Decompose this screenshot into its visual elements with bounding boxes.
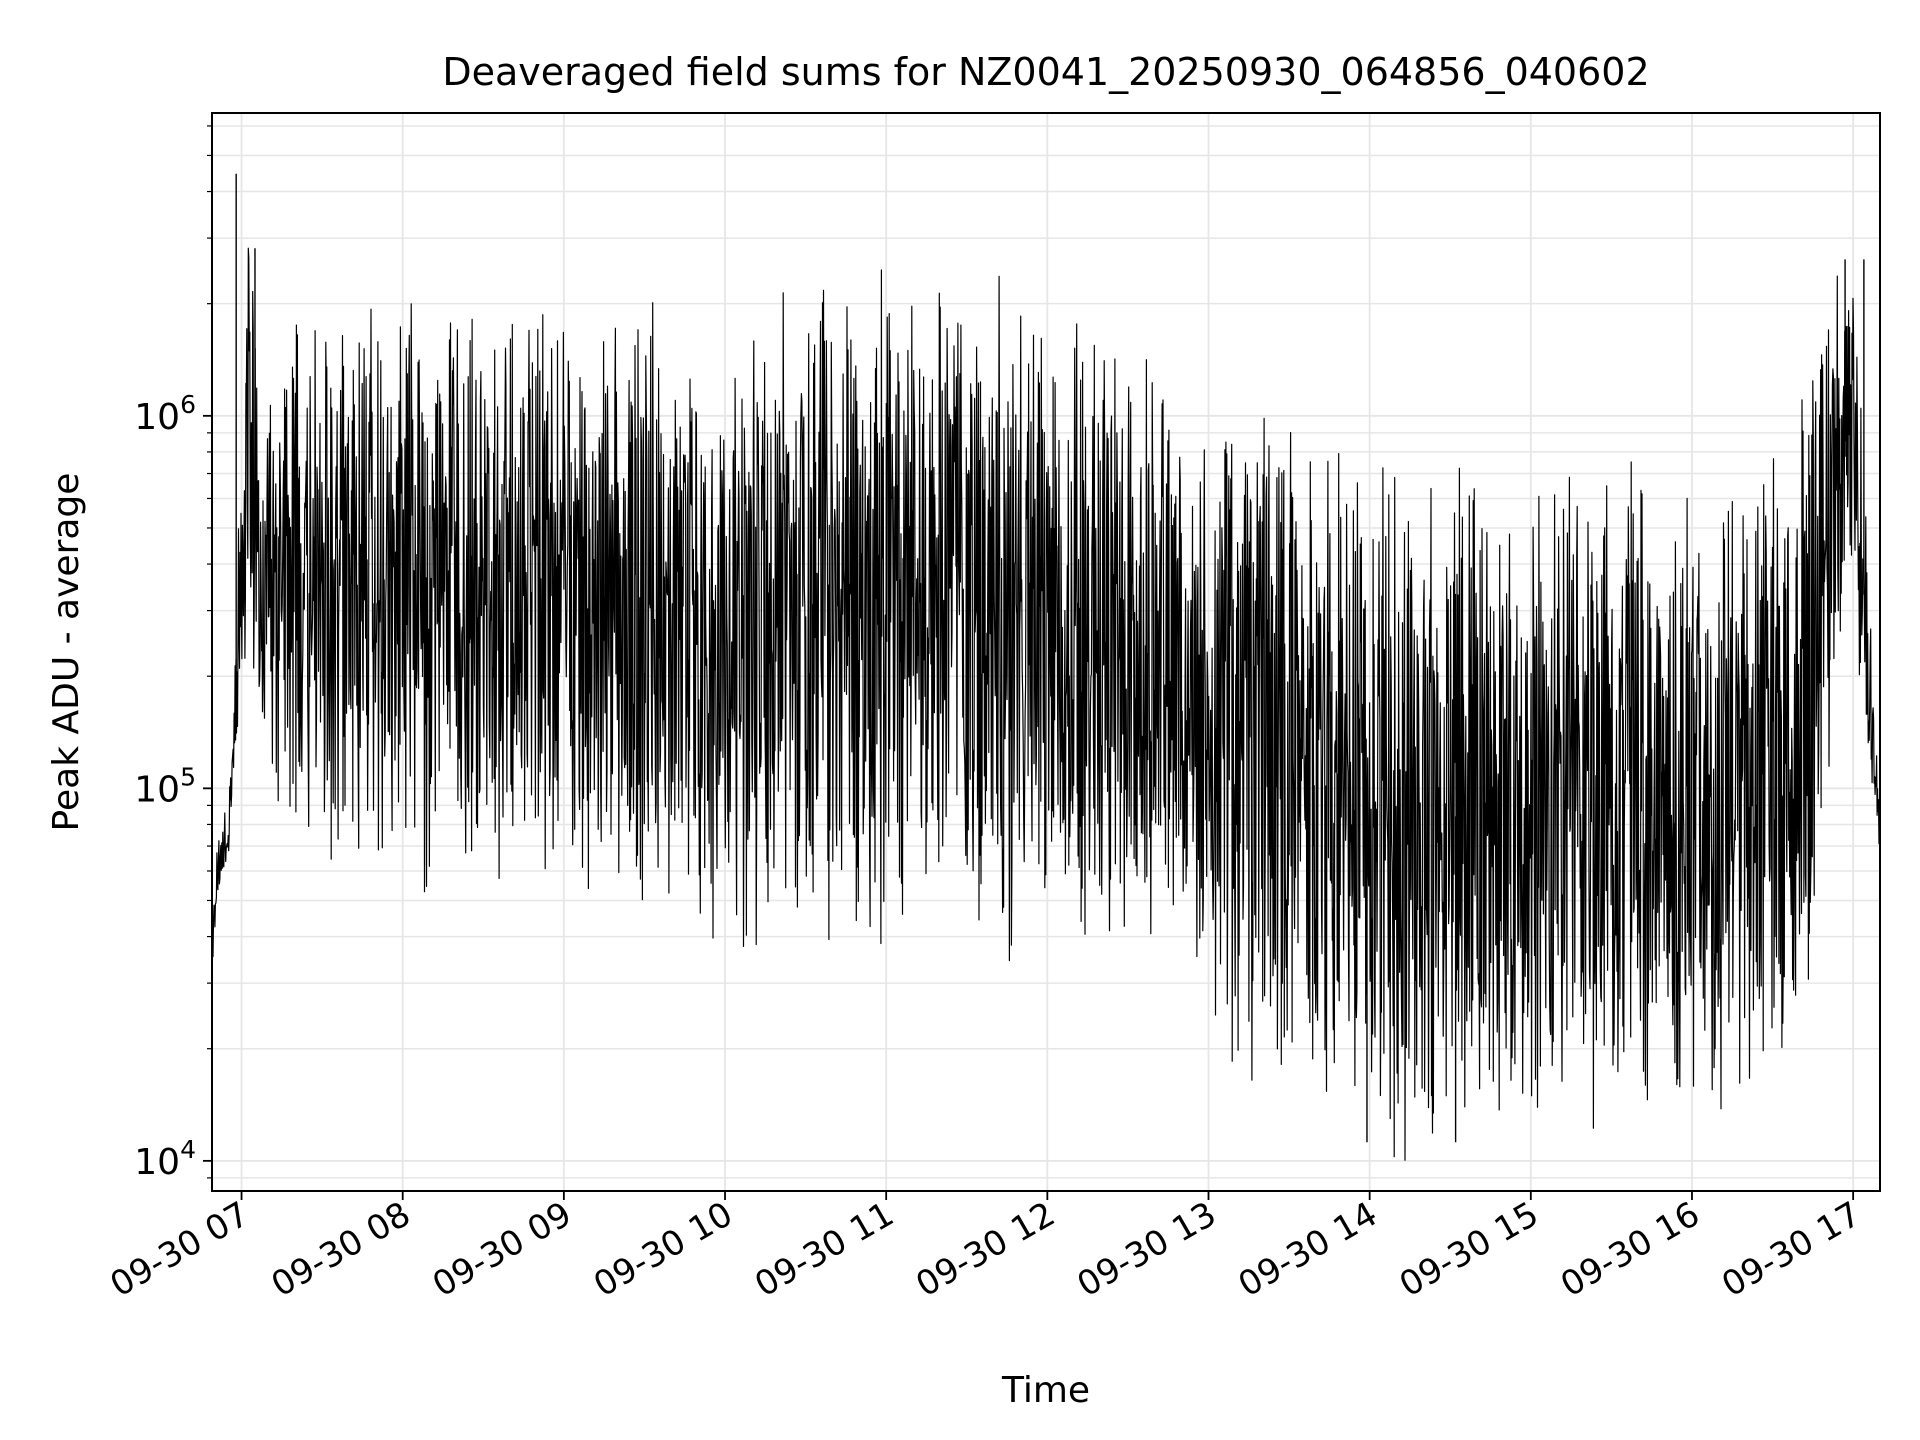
y-tick-label: 106 bbox=[134, 390, 196, 438]
x-axis-label: Time bbox=[1001, 1370, 1090, 1411]
chart-title: Deaveraged field sums for NZ0041_2025093… bbox=[442, 50, 1649, 94]
series-layer bbox=[211, 173, 1881, 1161]
y-tick-label: 104 bbox=[134, 1135, 196, 1183]
plot-frame bbox=[211, 112, 1881, 1192]
y-axis-label: Peak ADU - average bbox=[46, 473, 87, 832]
y-tick-label: 105 bbox=[134, 762, 196, 810]
series-line bbox=[211, 247, 1881, 1161]
